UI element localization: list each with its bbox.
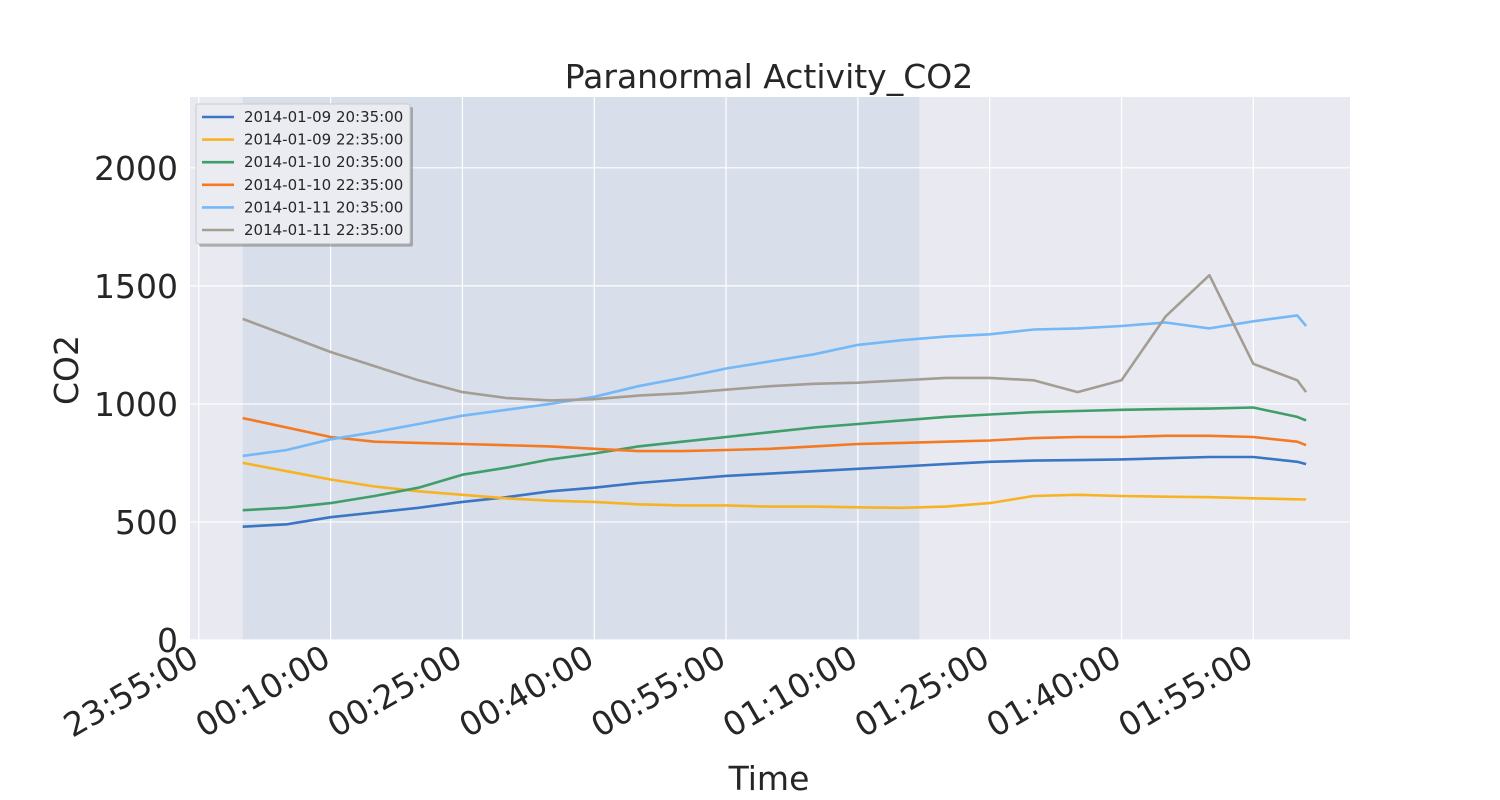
x-tick-label: 01:10:00 [716,637,864,745]
legend-box [195,103,411,245]
chart-title: Paranormal Activity_CO2 [565,57,973,96]
y-tick-label: 2000 [94,149,178,188]
series-line-1 [242,455,1307,528]
y-tick-label: 1500 [94,267,178,306]
legend-entry: 2014-01-11 22:35:00 [244,221,403,239]
series-line-2 [242,461,1307,510]
y-tick-label: 0 [157,621,178,660]
y-axis-label: CO2 [47,335,86,405]
x-tick-label: 00:40:00 [452,637,600,745]
y-tick-label: 1000 [94,385,178,424]
x-tick-label: 23:55:00 [57,637,205,745]
y-tick-label: 500 [115,503,178,542]
legend: 2014-01-09 20:35:00 2014-01-09 22:35:00 20… [195,103,413,247]
x-axis-ticks: 23:55:0000:10:0000:25:0000:40:0000:55:00… [57,637,1259,745]
x-tick-label: 00:55:00 [584,637,732,745]
legend-entry: 2014-01-10 22:35:00 [244,176,403,194]
legend-entry: 2014-01-09 22:35:00 [244,131,403,149]
series-line-6 [242,273,1308,402]
x-tick-label: 00:10:00 [189,637,337,745]
x-axis-label: Time [728,759,810,798]
legend-entry: 2014-01-09 20:35:00 [244,108,403,126]
series-line-3 [242,406,1307,512]
x-tick-label: 00:25:00 [321,637,469,745]
x-tick-label: 01:25:00 [848,637,996,745]
legend-entry: 2014-01-11 20:35:00 [244,198,403,216]
y-axis-ticks: 0 500 1000 1500 2000 [94,149,178,660]
series-line-5 [242,314,1308,458]
x-tick-label: 01:40:00 [980,637,1128,745]
x-tick-label: 01:55:00 [1111,637,1259,745]
legend-entry: 2014-01-10 20:35:00 [244,153,403,171]
series-line-4 [242,416,1307,453]
series-lines [242,273,1308,528]
